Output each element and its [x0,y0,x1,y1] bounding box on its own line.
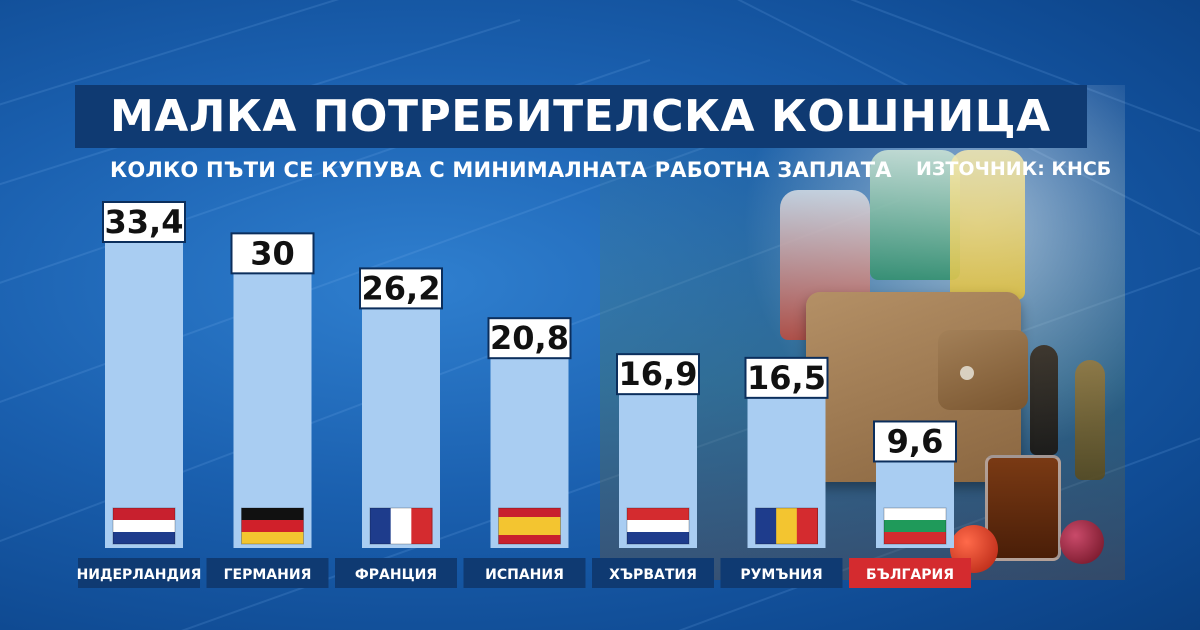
wallet-button-image [960,366,974,380]
bar-2 [233,271,312,548]
wallet-flap-image [938,330,1028,410]
category-label-7: БЪЛГАРИЯ [866,567,954,583]
category-label-bg-5 [592,558,714,588]
bar-3 [362,306,440,548]
category-label-bg-2 [206,558,329,588]
category-label-4: ИСПАНИЯ [485,567,564,583]
category-label-3: ФРАНЦИЯ [355,567,437,583]
jar-image [985,455,1061,561]
chart-subtitle: КОЛКО ПЪТИ СЕ КУПУВА С МИНИМАЛНАТА РАБОТ… [110,158,892,182]
value-box-5 [616,353,700,396]
value-box-3 [359,267,443,310]
value-box-6 [744,356,829,399]
category-label-bg-6 [720,558,843,588]
category-label-1: НИДЕРЛАНДИЯ [77,567,202,583]
france-flag-icon [369,507,433,545]
value-box-1 [102,201,186,243]
value-label-3: 26,2 [362,269,441,307]
bottle-image [1030,345,1058,455]
source-label: ИЗТОЧНИК: КНСБ [916,158,1112,180]
value-box-7 [873,420,957,463]
category-label-bg-1 [78,558,200,588]
apple-image [1060,520,1104,564]
value-label-6: 16,5 [747,359,826,397]
value-label-1: 33,4 [105,203,184,241]
category-label-5: ХЪРВАТИЯ [609,567,697,583]
value-label-4: 20,8 [490,319,569,357]
bottle-image [1075,360,1105,480]
bulgaria-flag-icon [883,507,947,545]
bottle-image [870,150,960,280]
category-label-2: ГЕРМАНИЯ [224,567,312,583]
chart-title: МАЛКА ПОТРЕБИТЕЛСКА КОШНИЦА [110,91,1051,142]
category-label-6: РУМЪНИЯ [740,567,822,583]
category-label-bg-7 [849,558,971,588]
value-label-7: 9,6 [887,422,944,460]
germany-flag-icon [241,507,304,545]
spain-flag-icon [498,507,561,545]
value-label-5: 16,9 [619,355,698,393]
category-label-bg-4 [463,558,586,588]
croatia-flag-icon [626,507,690,545]
title-bar: МАЛКА ПОТРЕБИТЕЛСКА КОШНИЦА [75,85,1087,148]
value-box-4 [487,317,572,360]
bottle-image [950,150,1025,300]
value-label-2: 30 [250,234,295,272]
netherlands-flag-icon [112,507,176,545]
value-box-2 [230,232,315,275]
category-label-bg-3 [335,558,457,588]
bar-1 [105,240,183,548]
romania-flag-icon [755,507,818,545]
